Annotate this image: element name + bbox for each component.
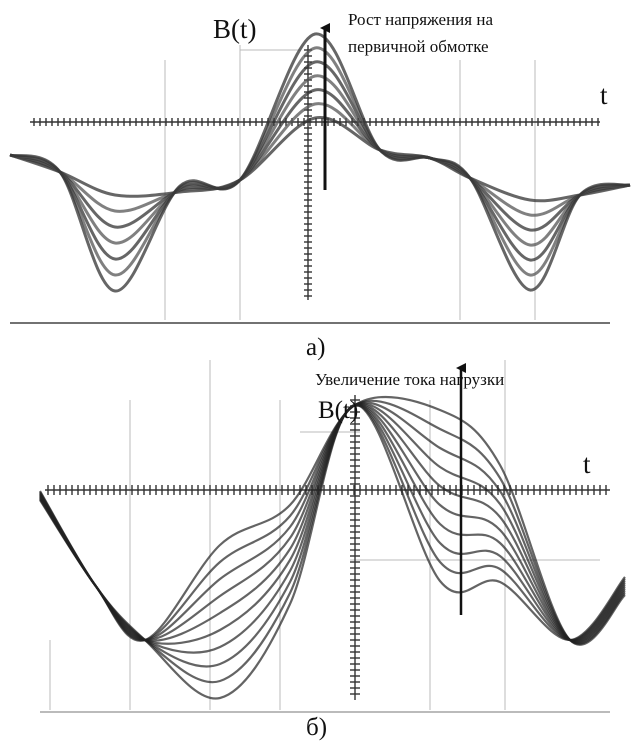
curves	[10, 34, 630, 699]
trace	[10, 117, 630, 200]
trace	[40, 405, 625, 699]
caption: б)	[306, 714, 327, 741]
trace	[10, 90, 630, 231]
axis-label: t	[583, 449, 591, 479]
axis-label: B(t)	[318, 397, 358, 424]
trace	[10, 104, 630, 216]
caption: а)	[306, 334, 325, 361]
annotation: Увеличение тока нагрузки	[315, 370, 504, 389]
annotation: Рост напряжения на	[348, 10, 493, 29]
axis-label: B(t)	[213, 14, 257, 44]
axis-label: t	[600, 80, 608, 110]
figure: B(t) Рост напряжения на первичной обмотк…	[0, 0, 632, 743]
trace	[10, 48, 630, 275]
annotation: первичной обмотке	[348, 37, 489, 56]
